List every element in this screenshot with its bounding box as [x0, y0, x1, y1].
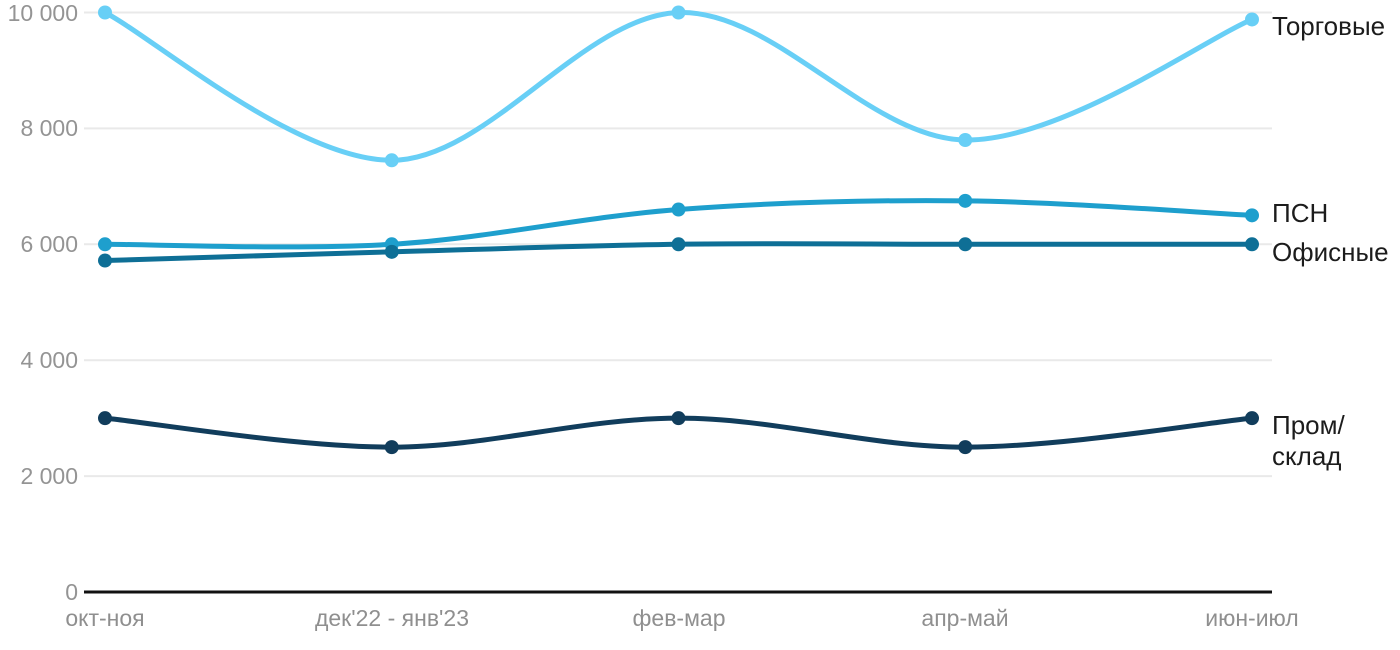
data-point-psn — [671, 202, 686, 217]
y-axis-tick-label: 0 — [65, 579, 78, 605]
data-point-ofisnye — [98, 253, 112, 268]
x-axis-category-label: апр-май — [921, 605, 1009, 631]
y-axis-tick-label: 6 000 — [20, 231, 78, 257]
data-point-prom-sklad — [1245, 411, 1259, 426]
data-point-ofisnye — [958, 237, 973, 252]
series-label-prom-sklad: Пром/ склад — [1272, 410, 1345, 471]
series-label-ofisnye: Офисные — [1272, 237, 1389, 267]
data-point-prom-sklad — [958, 440, 973, 455]
data-point-psn — [1245, 208, 1259, 223]
data-point-torgovye — [1245, 12, 1259, 27]
x-axis-category-label: фев-мар — [632, 605, 726, 631]
series-line-torgovye — [102, 9, 1255, 163]
x-axis-category-label: дек'22 - янв'23 — [314, 605, 470, 631]
data-point-torgovye — [671, 5, 686, 20]
data-point-psn — [98, 237, 112, 252]
data-point-ofisnye — [671, 237, 686, 252]
y-axis-tick-label: 10 000 — [7, 0, 78, 26]
data-point-ofisnye — [1245, 237, 1259, 252]
data-point-torgovye — [384, 153, 399, 168]
y-axis-tick-label: 4 000 — [20, 347, 78, 373]
y-axis-tick-label: 2 000 — [20, 463, 78, 489]
data-point-ofisnye — [384, 244, 399, 259]
data-point-prom-sklad — [384, 440, 399, 455]
x-axis-category-label: июн-июл — [1205, 605, 1299, 631]
data-point-psn — [958, 193, 973, 208]
x-axis-category-label: окт-ноя — [65, 605, 145, 631]
series-label-psn: ПСН — [1272, 198, 1329, 228]
data-point-prom-sklad — [671, 411, 686, 426]
series-label-torgovye: Торговые — [1272, 11, 1386, 41]
y-axis-tick-label: 8 000 — [20, 115, 78, 141]
data-point-prom-sklad — [98, 411, 112, 426]
data-point-torgovye — [98, 5, 112, 20]
data-point-torgovye — [958, 132, 973, 147]
